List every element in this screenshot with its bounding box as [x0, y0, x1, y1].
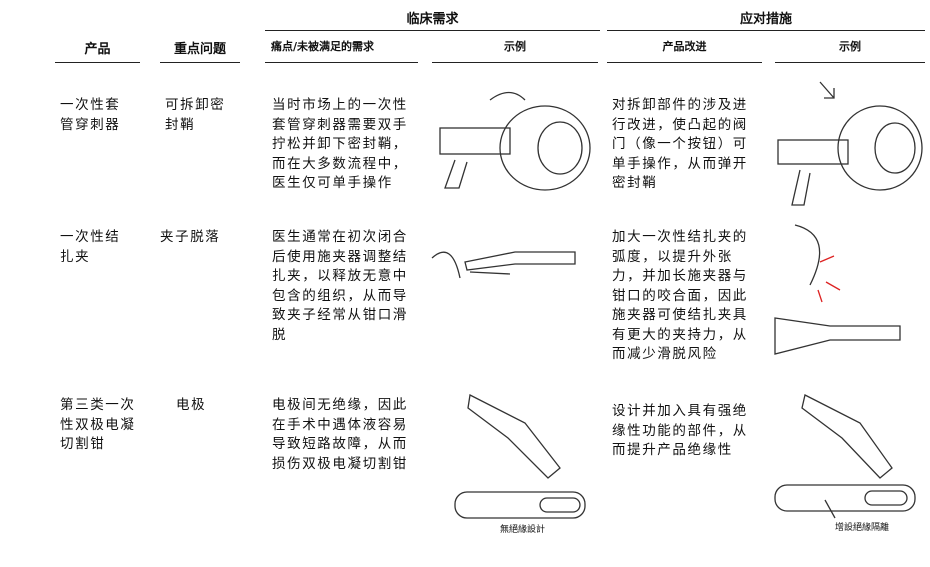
column-header: 示例: [839, 40, 861, 53]
rule: [55, 62, 140, 63]
rule: [160, 62, 240, 63]
rule: [607, 30, 925, 31]
clip-illustration: [774, 224, 901, 355]
issue: 夹子脱落: [160, 229, 221, 245]
rule: [432, 62, 598, 63]
rule: [265, 30, 600, 31]
rule: [265, 62, 418, 63]
issue: 电极: [176, 397, 207, 413]
group-header: 临床需求: [406, 12, 459, 27]
column-header: 产品改进: [662, 40, 707, 53]
improvement: 设计并加入具有强绝缘性功能的部件，从而提升产品绝缘性: [612, 403, 748, 458]
improvement: 加大一次性结扎夹的弧度，以提升外张力，并加长施夹器与钳口的咬合面，因此施夹器可使…: [612, 229, 748, 362]
need: 电极间无绝缘，因此在手术中遇体液容易导致短路故障，从而损伤双极电凝切割钳: [272, 397, 408, 472]
rule: [775, 62, 925, 63]
image-caption: 無絕緣設計: [500, 525, 546, 535]
need: 当时市场上的一次性套管穿刺器需要双手拧松并卸下密封鞘，而在大多数流程中，医生仅可…: [272, 97, 408, 191]
product: 第三类一次性双极电凝切割钳: [60, 397, 136, 452]
column-header: 痛点/未被满足的需求: [271, 40, 375, 53]
product: 一次性套管穿刺器: [60, 97, 121, 133]
trocar-illustration: [439, 91, 591, 191]
column-header: 产品: [84, 42, 111, 57]
rule: [607, 62, 762, 63]
improvement: 对拆卸部件的涉及进行改进，使凸起的阀门（像一个按钮）可单手操作，从而弹开密封鞘: [612, 97, 748, 191]
issue: 可拆卸密封鞘: [165, 97, 226, 133]
column-header: 重点问题: [173, 42, 226, 57]
clip-illustration: [431, 251, 576, 279]
forceps-illustration: [774, 394, 916, 519]
product: 一次性结扎夹: [60, 229, 121, 265]
group-header: 应对措施: [739, 12, 792, 27]
column-header: 示例: [504, 40, 526, 53]
forceps-illustration: [454, 394, 586, 519]
image-caption: 增設絕緣隔離: [835, 523, 890, 533]
trocar-illustration: [777, 81, 923, 206]
need: 医生通常在初次闭合后使用施夹器调整结扎夹，以释放无意中包含的组织，从而导致夹子经…: [272, 229, 408, 343]
